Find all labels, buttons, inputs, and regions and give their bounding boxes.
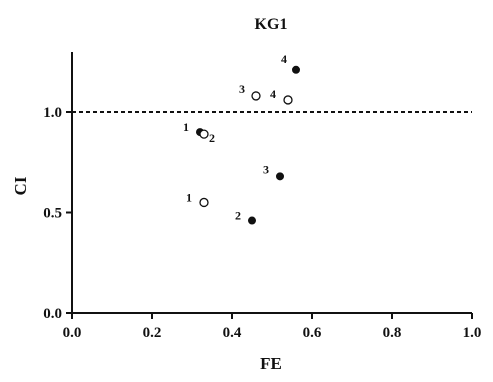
open-data-point	[199, 129, 209, 139]
x-tick-label: 0.2	[143, 325, 162, 341]
open-data-point	[199, 197, 209, 208]
point-label: 2	[235, 209, 241, 223]
plot-area: 0.0 0.2 0.4 0.6 0.8 1.0 0.0 0.5 1.0 1 2 3 4 1 2 3 4	[43, 52, 481, 341]
open-data-point	[251, 91, 261, 101]
x-tick-label: 0.0	[63, 325, 82, 341]
point-label: 1	[186, 190, 192, 204]
open-data-point	[283, 95, 293, 105]
chart-title: KG1	[255, 16, 288, 33]
x-tick-label: 1.0	[463, 325, 482, 341]
point-label: 4	[281, 52, 287, 66]
filled-data-point	[292, 65, 300, 74]
point-label: 3	[239, 82, 245, 96]
filled-data-point	[248, 216, 256, 225]
x-tick-label: 0.6	[303, 325, 322, 341]
y-axis-label: CI	[11, 176, 30, 195]
x-axis-label: FE	[260, 354, 282, 373]
point-label: 2	[209, 131, 215, 145]
x-tick-label: 0.4	[223, 325, 242, 341]
point-label: 1	[183, 120, 189, 134]
point-label: 3	[263, 162, 269, 176]
y-tick-label: 0.5	[43, 206, 62, 222]
x-tick-label: 0.8	[383, 325, 402, 341]
filled-data-point	[276, 172, 284, 181]
point-label: 4	[270, 87, 276, 101]
y-tick-label: 1.0	[43, 105, 62, 121]
y-tick-label: 0.0	[43, 306, 62, 322]
